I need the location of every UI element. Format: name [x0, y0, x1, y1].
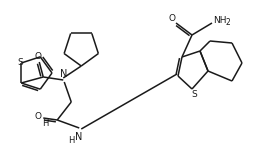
Text: S: S [17, 57, 23, 66]
Text: H: H [42, 119, 48, 128]
Text: O: O [169, 14, 176, 23]
Text: N: N [60, 69, 67, 79]
Text: H: H [68, 136, 74, 145]
Text: S: S [191, 90, 197, 99]
Text: O: O [35, 113, 42, 122]
Text: 2: 2 [226, 18, 230, 27]
Text: NH: NH [213, 15, 227, 24]
Text: O: O [35, 52, 42, 62]
Text: N: N [74, 132, 82, 142]
